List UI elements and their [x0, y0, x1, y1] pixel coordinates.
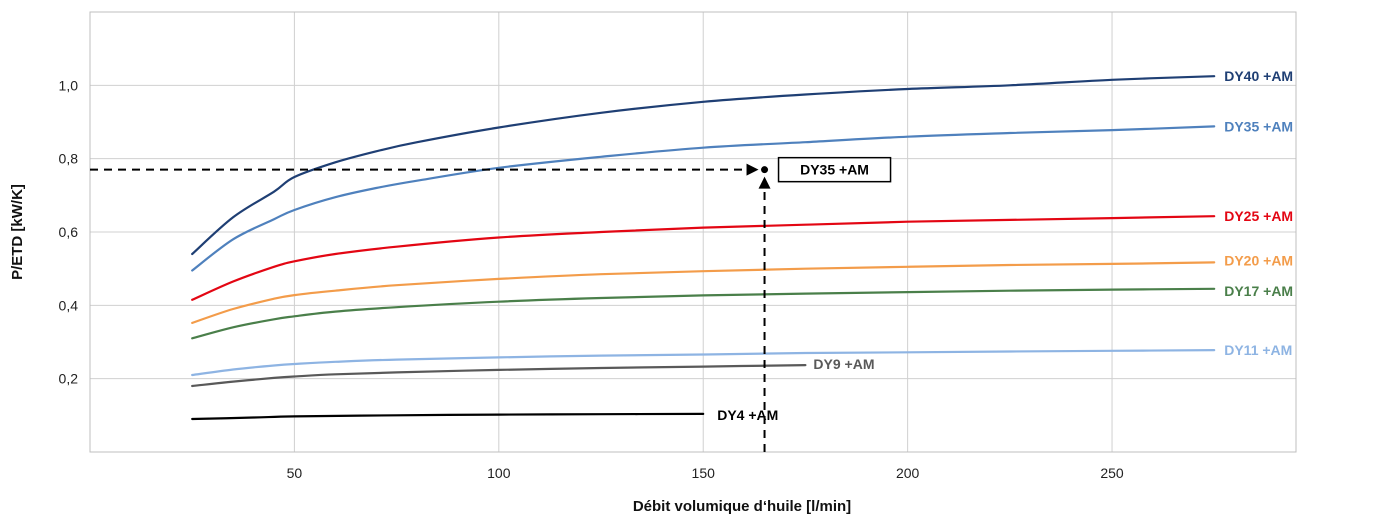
series-label: DY25 +AM [1224, 208, 1293, 224]
y-axis-label: P/ETD [kW/K] [9, 184, 26, 280]
series-line-dy4-am [191, 412, 705, 421]
series-line-dy40-am [191, 75, 1216, 256]
grid [90, 12, 1296, 452]
y-tick-label: 1,0 [59, 77, 79, 93]
y-tick-label: 0,4 [59, 297, 79, 313]
x-tick-label: 50 [287, 465, 303, 481]
annotation: DY35 +AM [90, 156, 892, 452]
plot-frame [89, 11, 1297, 453]
series-label: DY11 +AM [1224, 342, 1292, 358]
operating-point [761, 166, 769, 174]
series-labels: DY40 +AM DY35 +AM DY25 +AM DY20 +AM DY17 +AM… [717, 68, 1293, 423]
series-label: DY20 +AM [1224, 252, 1293, 268]
series-line-dy9-am [191, 364, 807, 388]
y-tick-label: 0,6 [59, 224, 79, 240]
y-tick-labels: 0,2 0,4 0,6 0,8 1,0 [59, 77, 79, 386]
x-tick-label: 150 [692, 465, 716, 481]
arrowhead-up [758, 176, 771, 189]
series-label: DY4 +AM [717, 407, 778, 423]
arrowhead-right [746, 163, 759, 176]
y-tick-label: 0,8 [59, 151, 79, 167]
series-label: DY40 +AM [1224, 68, 1293, 84]
series-line-dy11-am [191, 349, 1216, 377]
y-tick-label: 0,2 [59, 371, 79, 387]
x-tick-labels: 50 100 150 200 250 [287, 465, 1124, 481]
annotation-label: DY35 +AM [800, 162, 869, 178]
x-tick-label: 250 [1100, 465, 1124, 481]
x-tick-label: 100 [487, 465, 511, 481]
series-line-dy17-am [191, 287, 1216, 340]
x-tick-label: 200 [896, 465, 920, 481]
series-label: DY9 +AM [813, 356, 874, 372]
series-line-dy35-am [191, 125, 1216, 272]
series-lines [191, 75, 1216, 421]
series-label: DY35 +AM [1224, 118, 1293, 134]
series-line-dy25-am [191, 215, 1216, 301]
x-axis-label: Débit volumique d‘huile [l/min] [633, 498, 851, 515]
series-line-dy20-am [191, 261, 1216, 324]
annotation-box [777, 156, 892, 183]
series-label: DY17 +AM [1224, 283, 1293, 299]
